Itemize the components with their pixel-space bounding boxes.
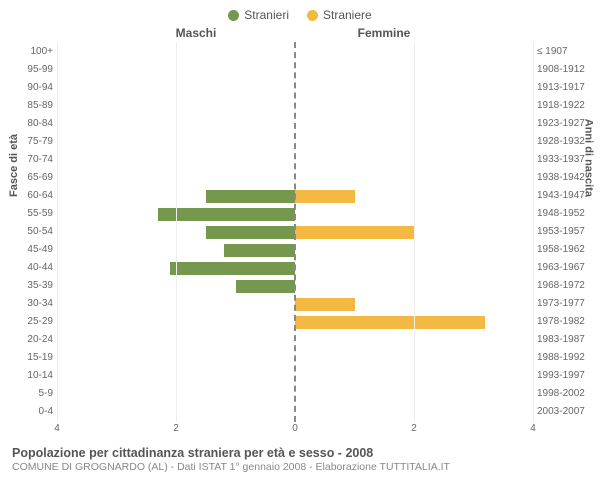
column-header-right: Femmine [290,26,533,40]
column-headers: Maschi Femmine [12,26,588,40]
birth-label: 1953-1957 [533,224,588,240]
age-label: 15-19 [12,350,57,366]
birth-label: 1993-1997 [533,368,588,384]
x-tick: 2 [411,423,417,434]
y-axis-right-title: Anni di nascita [582,119,594,197]
age-label: 90-94 [12,80,57,96]
birth-label: 1983-1987 [533,332,588,348]
age-label: 80-84 [12,116,57,132]
age-label: 0-4 [12,404,57,420]
x-tick: 4 [54,423,60,434]
bar-male [158,208,295,221]
birth-label: 1988-1992 [533,350,588,366]
x-tick: 4 [530,423,536,434]
chart-title: Popolazione per cittadinanza straniera p… [12,446,588,460]
grid-line [176,42,177,422]
birth-label: 2003-2007 [533,404,588,420]
chart-area: Fasce di età Anni di nascita 100+95-9990… [12,42,588,422]
grid-line [57,42,58,422]
age-label: 95-99 [12,62,57,78]
y-axis-right-labels: ≤ 1907 1908-1912 1913-1917 1918-1922 1923-19… [533,42,588,422]
legend: Stranieri Straniere [12,8,588,22]
birth-label: 1918-1922 [533,98,588,114]
age-label: 25-29 [12,314,57,330]
legend-item-female: Straniere [307,8,372,22]
legend-swatch-female [307,10,318,21]
age-label: 5-9 [12,386,57,402]
column-header-left: Maschi [57,26,290,40]
birth-label: 1933-1937 [533,152,588,168]
x-tick: 2 [173,423,179,434]
age-label: 30-34 [12,296,57,312]
birth-label: 1973-1977 [533,296,588,312]
chart-container: Stranieri Straniere Maschi Femmine Fasce… [0,0,600,500]
plot-area [57,42,533,422]
birth-label: 1913-1917 [533,80,588,96]
age-label: 20-24 [12,332,57,348]
birth-label: 1968-1972 [533,278,588,294]
birth-label: 1998-2002 [533,386,588,402]
bar-female [295,190,355,203]
legend-swatch-male [228,10,239,21]
chart-footer: Popolazione per cittadinanza straniera p… [12,440,588,473]
birth-label: 1958-1962 [533,242,588,258]
x-axis-ticks: 4 2 0 2 4 [57,422,533,440]
birth-label: 1963-1967 [533,260,588,276]
age-label: 100+ [12,44,57,60]
birth-label: 1938-1942 [533,170,588,186]
age-label: 40-44 [12,260,57,276]
bar-male [206,190,295,203]
y-axis-left-title: Fasce di età [8,134,20,197]
birth-label: 1978-1982 [533,314,588,330]
bar-male [206,226,295,239]
birth-label: 1908-1912 [533,62,588,78]
bar-male [236,280,296,293]
bar-female [295,226,414,239]
birth-label: 1948-1952 [533,206,588,222]
age-label: 55-59 [12,206,57,222]
birth-label: 1943-1947 [533,188,588,204]
grid-line [533,42,534,422]
chart-subtitle: COMUNE DI GROGNARDO (AL) - Dati ISTAT 1°… [12,461,588,473]
age-label: 85-89 [12,98,57,114]
x-axis: 4 2 0 2 4 [12,422,588,440]
age-label: 45-49 [12,242,57,258]
bar-male [224,244,295,257]
legend-label-female: Straniere [323,8,372,22]
birth-label: 1923-1927 [533,116,588,132]
age-label: 50-54 [12,224,57,240]
center-line [294,42,296,422]
birth-label: ≤ 1907 [533,44,588,60]
bar-male [170,262,295,275]
grid-line [414,42,415,422]
legend-item-male: Stranieri [228,8,289,22]
bar-female [295,316,485,329]
x-tick: 0 [292,423,298,434]
age-label: 35-39 [12,278,57,294]
y-axis-left-labels: 100+95-9990-9485-8980-8475-7970-7465-696… [12,42,57,422]
birth-label: 1928-1932 [533,134,588,150]
bar-female [295,298,355,311]
legend-label-male: Stranieri [244,8,289,22]
age-label: 10-14 [12,368,57,384]
